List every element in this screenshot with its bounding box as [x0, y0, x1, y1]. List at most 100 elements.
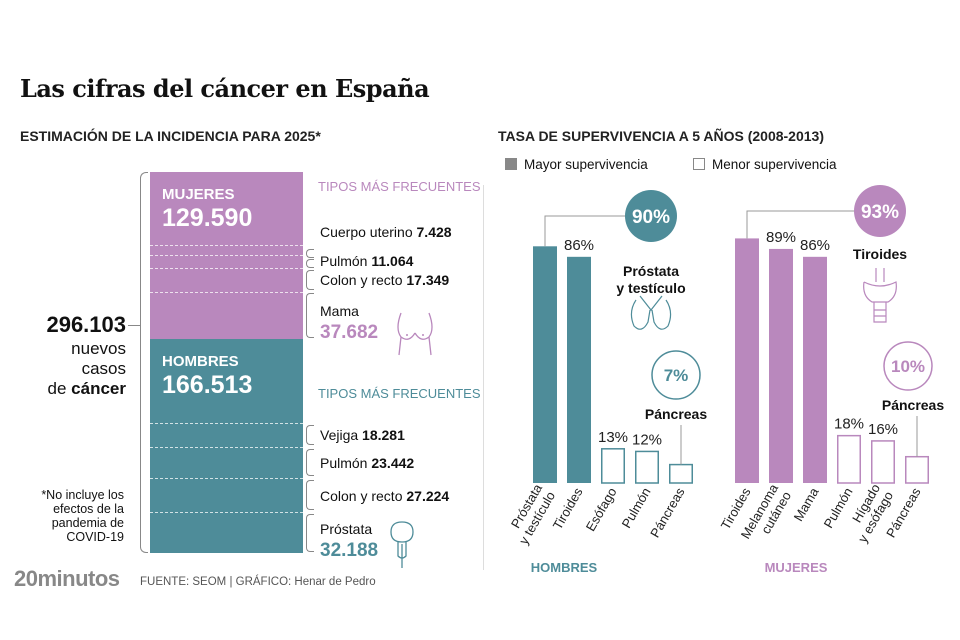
- leader-line: [746, 210, 880, 239]
- bracket: [306, 514, 314, 552]
- divider: [150, 478, 303, 479]
- category-label: Pulmón: [821, 485, 856, 531]
- bar-hombres: [601, 448, 625, 484]
- type-value: 7.428: [416, 224, 452, 240]
- total-brace: [140, 172, 148, 553]
- type-name: Próstata: [320, 521, 373, 537]
- bar-mujeres: [905, 455, 929, 484]
- category-label: Tiroides: [550, 485, 586, 533]
- min-circle: [651, 350, 701, 400]
- bracket: [306, 425, 314, 445]
- bar-value-label: 16%: [868, 421, 898, 438]
- hombres-type-2: Pulmón 23.442: [320, 455, 414, 471]
- type-name: Colon y recto: [320, 488, 403, 504]
- mujeres-type-2: Pulmón 11.064: [320, 253, 413, 269]
- divider: [150, 512, 303, 513]
- hombres-value: 166.513: [162, 371, 253, 399]
- bar-hombres: [567, 256, 591, 483]
- max-value: 93%: [861, 202, 899, 223]
- hombres-type-3: Colon y recto 27.224: [320, 488, 449, 504]
- legend-menor: Menor supervivencia: [693, 157, 837, 172]
- mujeres-label: MUJERES: [162, 186, 235, 203]
- bar-mujeres: [735, 238, 759, 483]
- mujeres-type-4: Mama: [320, 303, 359, 319]
- legend-mayor: Mayor supervivencia: [505, 157, 648, 172]
- bar-value-label: 89%: [766, 229, 796, 246]
- bar-value-label: 86%: [800, 237, 830, 254]
- hombres-label: HOMBRES: [162, 353, 239, 370]
- bar-value-label: 13%: [598, 429, 628, 446]
- divider: [150, 447, 303, 448]
- bar-hombres: [635, 450, 659, 484]
- hombres-tipos-label: TIPOS MÁS FRECUENTES: [318, 386, 481, 401]
- hombres-block: HOMBRES 166.513: [150, 339, 303, 553]
- footnote: *No incluye los efectos de la pandemia d…: [41, 488, 124, 544]
- type-value: 18.281: [362, 427, 405, 443]
- type-value: 27.224: [406, 488, 450, 504]
- type-name: Colon y recto: [320, 272, 403, 288]
- bar-value-label: 18%: [834, 416, 864, 433]
- thyroid-icon: [863, 268, 897, 323]
- bracket: [306, 480, 314, 510]
- bar-value-label: 86%: [564, 237, 594, 254]
- testicle-icon: [630, 295, 672, 330]
- mujeres-tipos-label: TIPOS MÁS FRECUENTES: [318, 179, 481, 194]
- bracket: [306, 249, 314, 258]
- total-connector: [128, 325, 140, 326]
- divider: [150, 255, 303, 256]
- bar-mujeres: [803, 256, 827, 483]
- type-value: 23.442: [371, 455, 415, 471]
- total-cases: 296.103: [46, 312, 126, 337]
- survival-subtitle: TASA DE SUPERVIVENCIA A 5 AÑOS (2008-201…: [498, 128, 824, 144]
- divider: [150, 268, 303, 269]
- leader-line: [544, 215, 651, 247]
- divider: [150, 423, 303, 424]
- min-label: Páncreas: [882, 397, 944, 413]
- type-value: 11.064: [371, 253, 414, 269]
- source-credit: FUENTE: SEOM | GRÁFICO: Henar de Pedro: [140, 576, 376, 588]
- section-divider: [483, 185, 484, 570]
- caption-line: de: [47, 379, 72, 398]
- type-name: Vejiga: [320, 427, 359, 443]
- prostata-value: 32.188: [320, 540, 379, 561]
- mujeres-type-3: Colon y recto 17.349: [320, 272, 449, 288]
- hombres-type-1: Vejiga 18.281: [320, 427, 405, 443]
- divider: [150, 292, 303, 293]
- category-label: Pulmón: [619, 485, 654, 531]
- min-value: 7%: [664, 366, 689, 385]
- caption-line: casos: [81, 359, 126, 378]
- max-circle: [854, 185, 906, 237]
- category-label: Mama: [791, 484, 822, 523]
- bar-mujeres: [837, 434, 861, 484]
- max-label: y testículo: [616, 280, 685, 296]
- category-label: Esófago: [583, 485, 620, 534]
- mujeres-type-1: Cuerpo uterino 7.428: [320, 224, 452, 240]
- type-name: Pulmón: [320, 455, 368, 471]
- bar-value-label: 12%: [632, 431, 662, 448]
- type-name: Cuerpo uterino: [320, 224, 413, 240]
- legend-hollow-swatch: [693, 158, 705, 170]
- max-label: Próstata: [623, 263, 679, 279]
- divider: [150, 245, 303, 246]
- hombres-type-4: Próstata: [320, 521, 372, 537]
- mujeres-value: 129.590: [162, 204, 253, 232]
- bar-mujeres: [871, 440, 895, 484]
- bar-mujeres: [769, 248, 793, 483]
- page-title: Las cifras del cáncer en España: [20, 74, 430, 103]
- legend-label: Mayor supervivencia: [524, 157, 648, 172]
- group-label: HOMBRES: [531, 560, 598, 575]
- max-label: Tiroides: [853, 246, 907, 262]
- incidence-subtitle: ESTIMACIÓN DE LA INCIDENCIA PARA 2025*: [20, 128, 321, 144]
- group-label: MUJERES: [765, 560, 828, 575]
- type-name: Pulmón: [320, 253, 368, 269]
- breast-icon: [397, 312, 433, 356]
- bracket: [306, 293, 314, 338]
- caption-bold: cáncer: [71, 379, 126, 398]
- prostate-icon: [390, 521, 414, 568]
- bar-hombres: [669, 463, 693, 484]
- bracket: [306, 259, 314, 268]
- type-value: 17.349: [406, 272, 450, 288]
- bar-hombres: [533, 246, 557, 483]
- bracket: [306, 270, 314, 290]
